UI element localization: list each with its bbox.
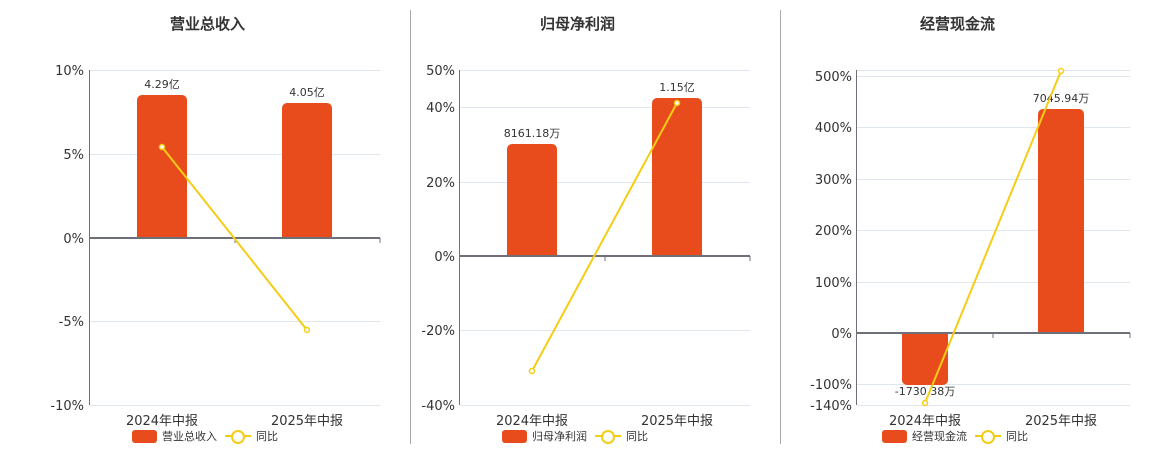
y-tick: 500% <box>815 70 852 85</box>
bar-value-label: 4.29亿 <box>144 78 180 91</box>
x-category: 2024年中报 <box>126 414 198 429</box>
y-tick: 0% <box>434 250 455 265</box>
x-category: 2025年中报 <box>1025 414 1097 429</box>
bar-value-label: 8161.18万 <box>504 127 561 140</box>
legend-bar-label[interactable]: 营业总收入 <box>162 430 217 443</box>
yoy-point <box>673 99 681 107</box>
yoy-line <box>924 70 1062 404</box>
bar-2025 <box>652 98 702 256</box>
y-tick: 20% <box>426 176 455 191</box>
y-axis-ticks: 50% 40% 20% 0% -20% -40% <box>421 64 455 414</box>
legend-bar-label[interactable]: 经营现金流 <box>912 430 967 443</box>
y-tick: 10% <box>55 64 84 79</box>
y-tick: 400% <box>815 121 852 136</box>
chart-title-revenue: 营业总收入 <box>170 15 246 33</box>
y-tick: 100% <box>815 276 852 291</box>
panel-separator <box>410 10 411 444</box>
legend-line-icon[interactable] <box>975 429 1001 444</box>
y-tick: 0% <box>63 232 84 247</box>
legend-bar-swatch[interactable] <box>882 429 907 443</box>
legend-line-label[interactable]: 同比 <box>256 430 278 443</box>
y-tick: 0% <box>831 327 852 342</box>
y-tick: 300% <box>815 173 852 188</box>
yoy-line <box>161 146 308 331</box>
y-tick: 50% <box>426 64 455 79</box>
legend-line-icon[interactable] <box>225 429 251 444</box>
bar-value-label: 4.05亿 <box>289 86 325 99</box>
bar-value-label: -1730.38万 <box>895 385 955 398</box>
bar-value-label: 1.15亿 <box>659 81 695 94</box>
gridlines <box>90 70 380 406</box>
yoy-point <box>303 326 311 334</box>
legend-bar-label[interactable]: 归母净利润 <box>532 430 587 443</box>
chart-title-net-profit: 归母净利润 <box>540 15 616 33</box>
yoy-point <box>1057 67 1065 75</box>
legend-bar-swatch[interactable] <box>502 429 527 443</box>
legend-net-profit: 归母净利润 同比 <box>502 428 648 444</box>
y-tick: 200% <box>815 224 852 239</box>
legend-line-label[interactable]: 同比 <box>626 430 648 443</box>
x-category: 2025年中报 <box>271 414 343 429</box>
y-tick: 5% <box>63 148 84 163</box>
bar-2025 <box>1038 109 1084 333</box>
legend-operating-cash-flow: 经营现金流 同比 <box>882 428 1028 444</box>
legend-line-label[interactable]: 同比 <box>1006 430 1028 443</box>
panel-separator <box>780 10 781 444</box>
yoy-line <box>531 102 678 372</box>
y-tick: 40% <box>426 101 455 116</box>
y-tick: -20% <box>421 324 455 339</box>
x-category: 2024年中报 <box>889 414 961 429</box>
yoy-point <box>921 399 929 407</box>
bar-2024 <box>137 95 187 238</box>
bar-2024 <box>507 144 557 256</box>
y-tick: -10% <box>50 399 84 414</box>
y-axis-ticks: 10% 5% 0% -5% -10% <box>50 64 84 414</box>
y-axis-ticks: 500% 400% 300% 200% 100% 0% -100% -140% <box>810 70 852 414</box>
x-category: 2024年中报 <box>496 414 568 429</box>
chart-title-operating-cash-flow: 经营现金流 <box>920 15 996 33</box>
y-tick: -40% <box>421 399 455 414</box>
y-tick: -100% <box>810 378 852 393</box>
x-category: 2025年中报 <box>641 414 713 429</box>
yoy-point <box>158 143 166 151</box>
legend-revenue: 营业总收入 同比 <box>132 428 278 444</box>
y-tick: -5% <box>59 315 84 330</box>
yoy-point <box>528 367 536 375</box>
bar-2024 <box>902 333 948 385</box>
gridlines <box>857 70 1130 406</box>
bar-value-label: 7045.94万 <box>1033 92 1090 105</box>
bar-2025 <box>282 103 332 238</box>
legend-bar-swatch[interactable] <box>132 429 157 443</box>
y-tick: -140% <box>810 399 852 414</box>
legend-line-icon[interactable] <box>595 429 621 444</box>
